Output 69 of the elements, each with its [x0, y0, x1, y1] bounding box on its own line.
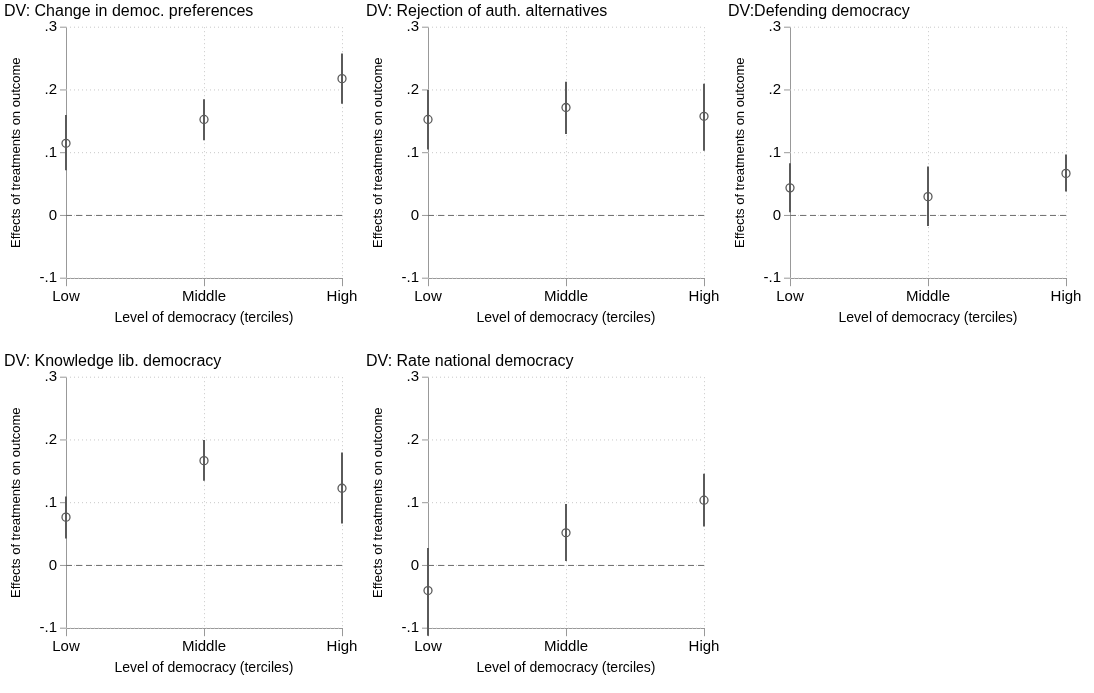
y-tick-label: -.1 [39, 268, 57, 286]
y-tick-label: 0 [772, 205, 781, 223]
y-tick-label: .3 [768, 17, 781, 35]
point [785, 183, 795, 193]
x-axis-title: Level of democracy (terciles) [114, 659, 294, 676]
point [199, 114, 209, 125]
y-tick-label: 0 [48, 555, 57, 573]
y-tick-label: 0 [48, 205, 57, 223]
x-tick-label: High [326, 287, 358, 305]
chart-title: DV: Rejection of auth. alternatives [366, 2, 608, 20]
y-tick-label: 0 [410, 555, 419, 573]
point [337, 483, 347, 493]
x-tick-label: Middle [543, 637, 589, 655]
point [199, 456, 209, 466]
point [423, 585, 433, 596]
y-tick-label: .2 [406, 80, 419, 98]
point [923, 191, 933, 202]
x-tick-label: Middle [905, 287, 951, 305]
y-tick-label: .3 [44, 367, 57, 385]
x-tick-label: Low [414, 637, 442, 655]
y-tick-label: -.1 [39, 618, 57, 636]
y-tick-label: .3 [406, 367, 419, 385]
x-axis-title: Level of democracy (terciles) [114, 309, 294, 326]
x-tick-label: High [688, 287, 720, 305]
chart-title: DV: Knowledge lib. democracy [4, 352, 222, 370]
y-axis-title: Effects of treatments on outcome [7, 407, 23, 598]
x-tick-label: Low [52, 637, 80, 655]
y-tick-label: -.1 [763, 268, 781, 286]
y-tick-label: .1 [44, 492, 57, 510]
x-axis-title: Level of democracy (terciles) [476, 309, 656, 326]
y-axis-title: Effects of treatments on outcome [7, 57, 23, 248]
y-tick-label: .1 [768, 142, 781, 160]
point [561, 528, 571, 538]
x-axis-title: Level of democracy (terciles) [838, 309, 1018, 326]
x-tick-label: Low [776, 287, 804, 305]
x-axis-title: Level of democracy (terciles) [476, 659, 656, 676]
y-tick-label: -.1 [401, 268, 419, 286]
x-tick-label: Middle [543, 287, 589, 305]
x-tick-label: High [326, 637, 358, 655]
x-tick-label: Low [52, 287, 80, 305]
point [61, 512, 71, 522]
point [423, 114, 433, 125]
y-tick-label: .1 [406, 142, 419, 160]
y-tick-label: .2 [406, 430, 419, 448]
point [337, 74, 347, 84]
x-tick-label: Low [414, 287, 442, 305]
point [699, 495, 709, 505]
chart-title: DV: Rate national democracy [366, 352, 574, 370]
y-tick-label: 0 [410, 205, 419, 223]
y-tick-label: -.1 [401, 618, 419, 636]
point [561, 102, 571, 113]
y-tick-label: .2 [768, 80, 781, 98]
point [1061, 168, 1071, 179]
y-tick-label: .1 [406, 492, 419, 510]
x-tick-label: High [1050, 287, 1082, 305]
y-axis-title: Effects of treatments on outcome [369, 407, 385, 598]
y-axis-title: Effects of treatments on outcome [731, 57, 747, 248]
x-tick-label: Middle [181, 287, 227, 305]
y-tick-label: .1 [44, 142, 57, 160]
y-tick-label: .2 [44, 80, 57, 98]
chart-title: DV: Change in democ. preferences [4, 2, 254, 20]
chart-title: DV:Defending democracy [728, 2, 910, 20]
x-tick-label: Middle [181, 637, 227, 655]
point [61, 138, 71, 148]
y-tick-label: .3 [44, 17, 57, 35]
point [699, 111, 709, 121]
x-tick-label: High [688, 637, 720, 655]
y-tick-label: .2 [44, 430, 57, 448]
y-axis-title: Effects of treatments on outcome [369, 57, 385, 248]
